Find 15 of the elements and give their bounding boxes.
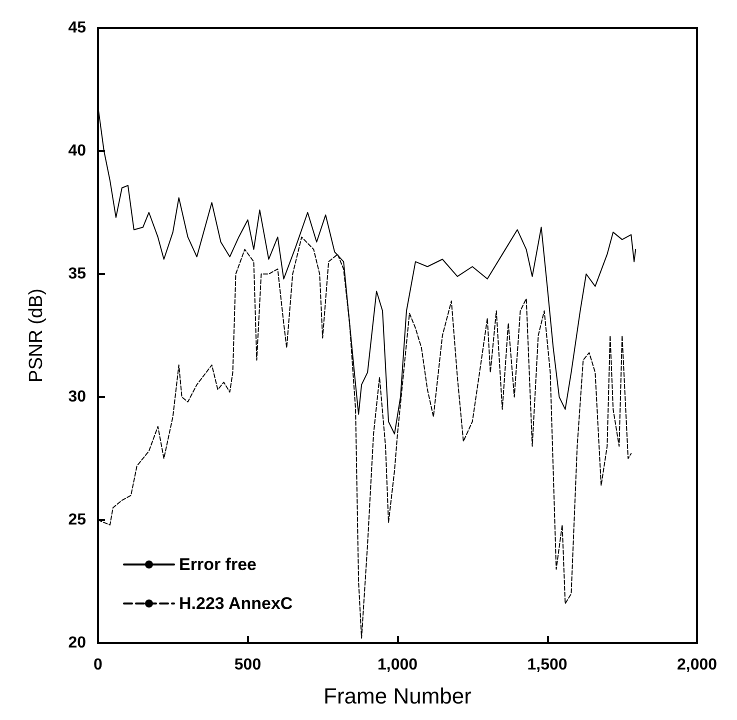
y-tick-label: 25 <box>68 512 86 528</box>
x-tick-label: 1,000 <box>377 656 418 674</box>
y-tick-label: 35 <box>68 266 86 282</box>
x-tick-label: 1,500 <box>527 656 568 674</box>
y-axis-title: PSNR (dB) <box>26 288 47 382</box>
y-tick-label: 30 <box>68 388 86 406</box>
legend-label: H.223 AnnexC <box>179 594 293 613</box>
x-axis-title: Frame Number <box>324 684 472 708</box>
x-tick-label: 0 <box>94 656 103 674</box>
y-tick-label: 20 <box>68 634 86 652</box>
x-tick-label: 2,000 <box>676 656 718 674</box>
legend-label: Error free <box>179 555 256 574</box>
x-tick-label: 500 <box>234 656 262 674</box>
y-tick-label: 40 <box>68 142 86 160</box>
y-tick-label: 45 <box>68 20 86 36</box>
